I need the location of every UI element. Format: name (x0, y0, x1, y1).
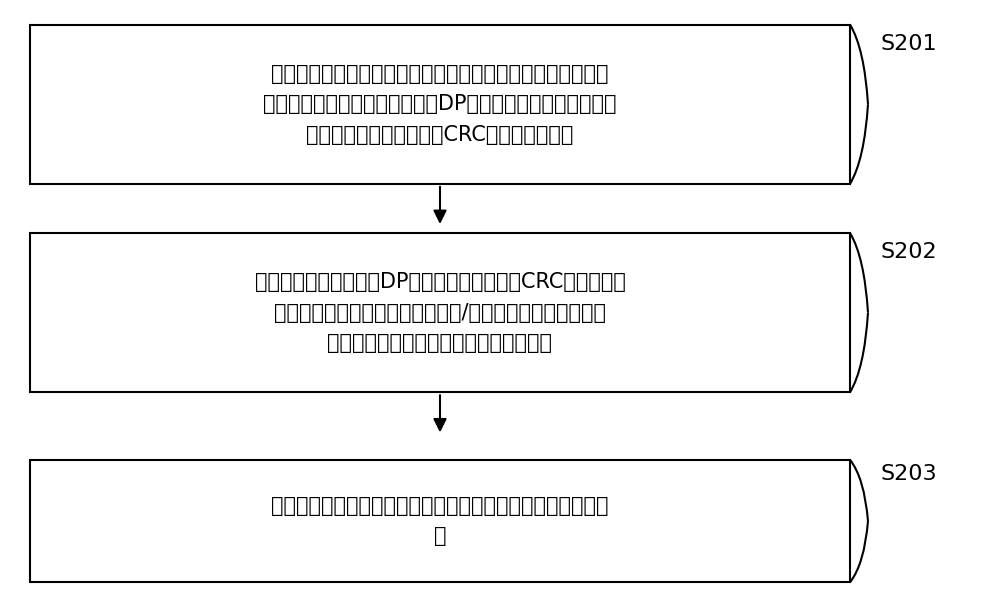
Bar (30, 25, 850, 184)
Text: S201: S201 (881, 34, 938, 54)
Text: 当变桨控制器与主控控制器之间的通信中断时，对变桨控制器
的心跳脉冲信号、主控控制器的DP端口状态和变桨控制器与主
控控制器之间的通信数据CRC校验值进行检测: 当变桨控制器与主控控制器之间的通信中断时，对变桨控制器 的心跳脉冲信号、主控控制… (263, 64, 617, 145)
Bar (30, 460, 850, 582)
Text: 根据对心跳脉冲信号、DP端口状态和通信数据CRC校验值的检
测结果，确定变桨控制单元故障和/或主控控制单元未出现故
障时，判断通信中断是否是短时单次中断: 根据对心跳脉冲信号、DP端口状态和通信数据CRC校验值的检 测结果，确定变桨控制… (255, 272, 625, 353)
Text: S202: S202 (881, 242, 938, 262)
Text: S203: S203 (881, 465, 938, 484)
Bar (30, 233, 850, 392)
Text: 当通信中断是短时单次中断时，针对通信中断执行自动复位操
作: 当通信中断是短时单次中断时，针对通信中断执行自动复位操 作 (271, 496, 609, 546)
